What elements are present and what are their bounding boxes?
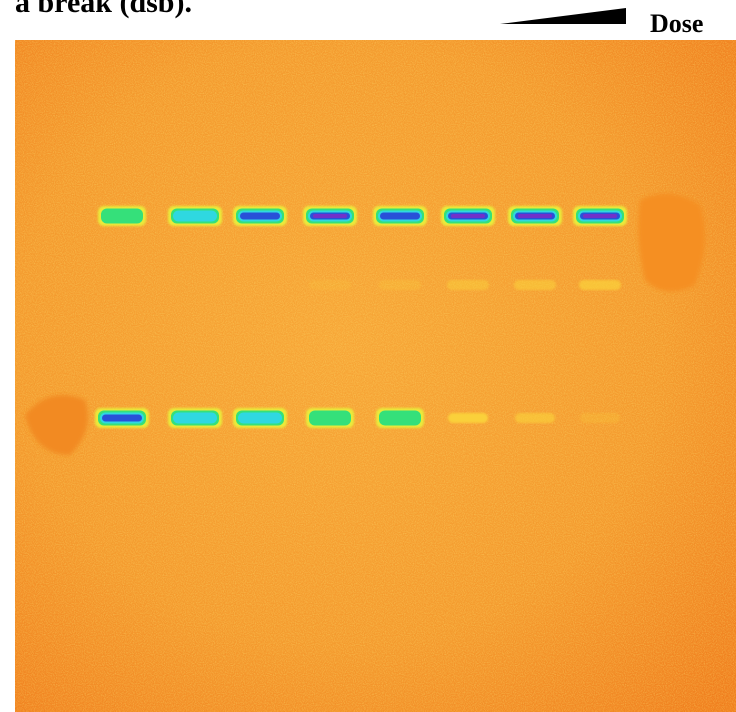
dose-label: Dose	[650, 9, 703, 38]
gel-band	[173, 211, 217, 222]
gel-band	[379, 280, 421, 290]
gel-band	[515, 413, 555, 423]
gel-band	[240, 213, 280, 220]
gel-band	[101, 209, 143, 224]
gel-band	[238, 413, 282, 424]
gel-figure: a break (dsb). Dose	[0, 0, 736, 712]
gel-band	[579, 280, 621, 290]
gel	[15, 40, 736, 712]
gel-band	[580, 413, 620, 423]
gel-band	[448, 413, 488, 423]
gel-band	[379, 411, 421, 426]
caption-fragment: a break (dsb).	[15, 0, 192, 19]
gel-band	[447, 280, 489, 290]
gel-band	[514, 280, 556, 290]
gel-blob	[638, 194, 705, 292]
figure: a break (dsb). Dose	[0, 0, 736, 712]
gel-band	[380, 213, 420, 220]
gel-band	[309, 280, 351, 290]
dose-wedge	[500, 8, 626, 24]
gel-band	[102, 415, 142, 422]
gel-band	[313, 214, 347, 218]
gel-band	[173, 413, 217, 424]
gel-band	[451, 214, 485, 218]
gel-band	[309, 411, 351, 426]
gel-band	[518, 214, 552, 218]
gel-grain	[15, 40, 736, 712]
gel-band	[583, 214, 617, 218]
